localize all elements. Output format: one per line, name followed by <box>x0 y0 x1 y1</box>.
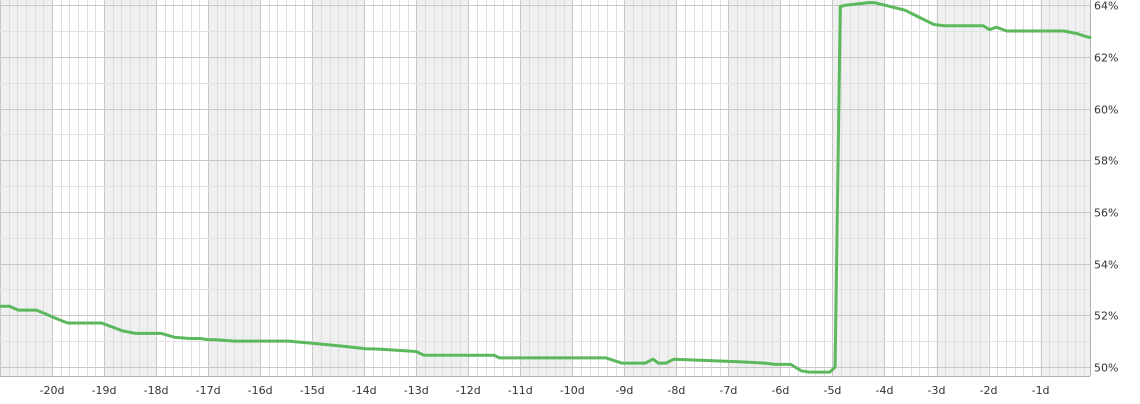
horizontal-grid <box>0 5 1090 368</box>
x-tick-label: -7d <box>719 384 737 397</box>
x-tick-label: -18d <box>144 384 169 397</box>
x-tick-label: -4d <box>876 384 894 397</box>
y-tick-label: 54% <box>1094 259 1118 272</box>
x-tick-label: -11d <box>508 384 533 397</box>
x-tick-label: -20d <box>40 384 65 397</box>
x-tick-label: -9d <box>615 384 633 397</box>
x-tick-label: -2d <box>980 384 998 397</box>
y-tick-label: 58% <box>1094 155 1118 168</box>
x-tick-label: -14d <box>352 384 377 397</box>
alternating-day-bands <box>0 0 1090 376</box>
plot-area-border <box>0 0 1091 377</box>
y-tick-label: 62% <box>1094 52 1118 65</box>
y-tick-label: 56% <box>1094 207 1118 220</box>
x-tick-label: -15d <box>300 384 325 397</box>
x-tick-label: -12d <box>456 384 481 397</box>
x-tick-label: -8d <box>667 384 685 397</box>
y-tick-label: 64% <box>1094 0 1118 13</box>
x-axis-ticks: -20d -19d -18d -17d -16d -15d -14d -13d -12d -11d… <box>40 384 1050 397</box>
minor-vertical-grid <box>9 0 1085 376</box>
y-axis-ticks: 50% 52% 54% 56% 58% 60% 62% 64% <box>1094 0 1118 375</box>
y-tick-label: 52% <box>1094 310 1118 323</box>
x-tick-label: -13d <box>404 384 429 397</box>
x-tick-label: -5d <box>823 384 841 397</box>
x-tick-label: -17d <box>196 384 221 397</box>
x-tick-label: -6d <box>771 384 789 397</box>
x-tick-label: -1d <box>1032 384 1050 397</box>
series-line <box>0 1 1092 374</box>
x-tick-label: -16d <box>248 384 273 397</box>
x-tick-label: -10d <box>560 384 585 397</box>
series-layer <box>0 1 1092 374</box>
y-tick-label: 60% <box>1094 104 1118 117</box>
day-band <box>1040 0 1090 376</box>
x-tick-label: -19d <box>92 384 117 397</box>
x-tick-label: -3d <box>928 384 946 397</box>
y-tick-label: 50% <box>1094 362 1118 375</box>
major-vertical-grid <box>0 0 1042 376</box>
